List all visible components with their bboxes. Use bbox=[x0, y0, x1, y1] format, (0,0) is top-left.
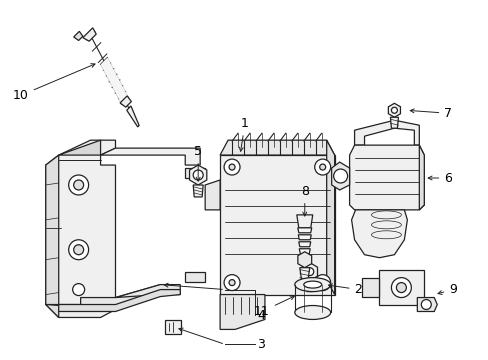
Polygon shape bbox=[419, 145, 424, 210]
Polygon shape bbox=[101, 148, 200, 165]
Polygon shape bbox=[115, 285, 180, 298]
Circle shape bbox=[224, 275, 240, 291]
Polygon shape bbox=[189, 165, 206, 185]
Polygon shape bbox=[165, 320, 181, 334]
Circle shape bbox=[333, 169, 347, 183]
Text: 1: 1 bbox=[239, 117, 248, 151]
Polygon shape bbox=[389, 117, 398, 128]
Circle shape bbox=[74, 180, 83, 190]
Polygon shape bbox=[361, 278, 379, 297]
Circle shape bbox=[314, 159, 330, 175]
Circle shape bbox=[396, 283, 406, 293]
Circle shape bbox=[228, 280, 235, 285]
Polygon shape bbox=[46, 155, 59, 318]
Polygon shape bbox=[379, 270, 424, 305]
Ellipse shape bbox=[294, 306, 330, 319]
Polygon shape bbox=[416, 298, 436, 311]
Text: 2: 2 bbox=[328, 283, 362, 296]
Circle shape bbox=[193, 170, 203, 180]
Polygon shape bbox=[220, 294, 264, 329]
Polygon shape bbox=[354, 120, 419, 145]
Polygon shape bbox=[298, 235, 310, 240]
Polygon shape bbox=[120, 96, 131, 107]
Polygon shape bbox=[193, 185, 203, 197]
Circle shape bbox=[73, 284, 84, 296]
Polygon shape bbox=[46, 285, 160, 310]
Circle shape bbox=[314, 275, 330, 291]
Circle shape bbox=[305, 268, 313, 276]
Polygon shape bbox=[299, 249, 309, 254]
Polygon shape bbox=[220, 155, 334, 294]
Polygon shape bbox=[296, 215, 312, 228]
Circle shape bbox=[390, 278, 410, 298]
Polygon shape bbox=[297, 228, 311, 233]
Polygon shape bbox=[59, 289, 180, 311]
Text: 8: 8 bbox=[300, 185, 308, 216]
Polygon shape bbox=[387, 103, 400, 117]
Text: 6: 6 bbox=[427, 171, 451, 185]
Text: 7: 7 bbox=[409, 107, 451, 120]
Text: 11: 11 bbox=[254, 296, 294, 318]
Polygon shape bbox=[205, 180, 220, 210]
Polygon shape bbox=[46, 140, 115, 318]
Circle shape bbox=[421, 300, 430, 310]
Circle shape bbox=[68, 175, 88, 195]
Circle shape bbox=[319, 280, 325, 285]
Polygon shape bbox=[302, 263, 317, 280]
Polygon shape bbox=[351, 210, 407, 258]
Ellipse shape bbox=[303, 281, 321, 288]
Polygon shape bbox=[74, 31, 82, 40]
Text: 5: 5 bbox=[194, 145, 202, 181]
Polygon shape bbox=[185, 168, 205, 178]
Text: 4: 4 bbox=[256, 309, 264, 322]
Text: 9: 9 bbox=[437, 283, 456, 296]
Polygon shape bbox=[298, 242, 310, 247]
Polygon shape bbox=[100, 57, 128, 104]
Ellipse shape bbox=[294, 278, 330, 292]
Circle shape bbox=[319, 164, 325, 170]
Polygon shape bbox=[220, 140, 334, 155]
Polygon shape bbox=[82, 28, 96, 41]
Polygon shape bbox=[331, 162, 349, 190]
Circle shape bbox=[228, 164, 235, 170]
Polygon shape bbox=[305, 280, 313, 292]
Text: 10: 10 bbox=[13, 64, 95, 102]
Polygon shape bbox=[299, 268, 309, 282]
Circle shape bbox=[74, 245, 83, 255]
Polygon shape bbox=[326, 140, 334, 294]
Circle shape bbox=[68, 240, 88, 260]
Polygon shape bbox=[59, 140, 101, 155]
Polygon shape bbox=[185, 272, 205, 282]
Circle shape bbox=[224, 159, 240, 175]
Circle shape bbox=[390, 107, 397, 113]
Polygon shape bbox=[349, 145, 424, 210]
Text: 3: 3 bbox=[256, 338, 264, 351]
Polygon shape bbox=[297, 252, 311, 268]
Polygon shape bbox=[126, 106, 139, 127]
